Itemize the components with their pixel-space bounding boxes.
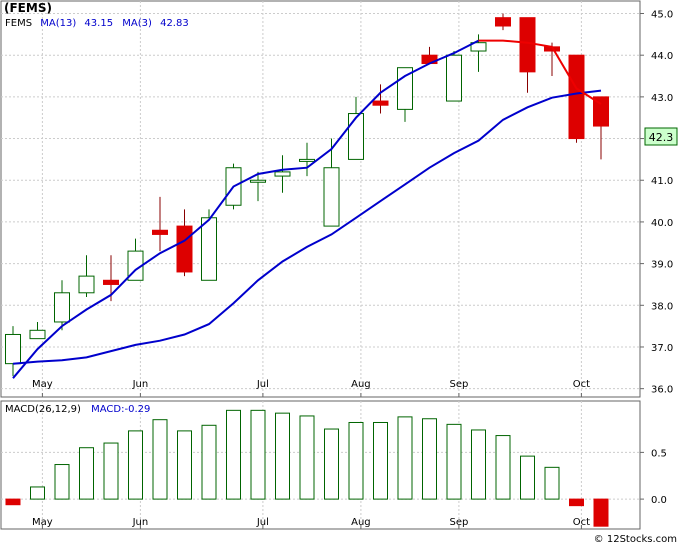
price-tick-label: 44.0	[651, 51, 673, 62]
legend: FEMS MA(13) 43.15 MA(3) 42.83	[5, 18, 189, 29]
macd-bar	[79, 447, 94, 500]
macd-bar	[250, 409, 266, 500]
macd-bar	[54, 464, 70, 500]
legend-ticker: FEMS	[5, 18, 32, 29]
macd-month-tick-label: Jun	[132, 517, 149, 528]
watermark: © 12Stocks.com	[594, 534, 677, 545]
candle	[250, 171, 266, 202]
macd-bar	[544, 466, 560, 500]
candle	[372, 84, 389, 114]
macd-tick-label: 0.5	[651, 448, 667, 459]
candle	[152, 196, 168, 252]
macd-bar	[5, 498, 21, 506]
macd-month-tick-label: Aug	[351, 517, 371, 528]
price-tick-label: 41.0	[651, 176, 673, 187]
macd-bar	[201, 424, 217, 500]
macd-month-tick-label: Jul	[256, 517, 269, 528]
price-tick-label: 38.0	[651, 301, 673, 312]
ma3-line-down	[478, 39, 602, 105]
price-tick-label: 40.0	[651, 218, 673, 229]
macd-bar	[226, 409, 241, 500]
ticker-title: (FEMS)	[4, 1, 52, 15]
macd-panel: 0.5 0.0 May Jun Jul Aug Sep Oct MACD(26,12,9) …	[0, 400, 667, 530]
legend-ma13-value: 43.15	[84, 18, 113, 29]
macd-bar	[103, 442, 119, 500]
macd-bar	[422, 418, 437, 500]
month-tick-label: Aug	[351, 379, 371, 390]
month-tick-label: May	[32, 379, 53, 390]
candle	[29, 321, 46, 340]
legend-ma13-label: MA(13)	[40, 18, 76, 29]
candle	[274, 155, 291, 193]
candle	[593, 96, 609, 160]
macd-bar	[324, 428, 339, 500]
macd-bar	[397, 416, 413, 500]
macd-month-tick-label: May	[32, 517, 53, 528]
candle	[201, 209, 217, 281]
last-price-badge: 42.3	[644, 127, 678, 146]
macd-bar	[30, 486, 45, 500]
macd-bar	[299, 415, 315, 500]
candle	[348, 96, 364, 160]
macd-tick-label: 0.0	[651, 495, 667, 506]
macd-bar	[495, 435, 511, 500]
legend-ma3-label: MA(3)	[122, 18, 152, 29]
candle	[54, 280, 70, 331]
macd-month-tick-label: Oct	[573, 517, 590, 528]
month-tick-label: Jul	[256, 379, 269, 390]
macd-bar	[471, 429, 486, 500]
macd-bar	[593, 498, 609, 527]
candle	[568, 54, 585, 143]
macd-bar	[348, 421, 364, 500]
macd-bar	[569, 498, 584, 507]
macd-legend: MACD(26,12,9) MACD:-0.29	[5, 404, 150, 415]
price-tick-label: 39.0	[651, 260, 673, 271]
price-tick-label: 37.0	[651, 343, 673, 354]
ma3-line	[12, 39, 479, 379]
price-tick-label: 36.0	[651, 385, 673, 396]
month-tick-label: Sep	[449, 379, 468, 390]
price-tick-label: 43.0	[651, 93, 673, 104]
macd-bar	[128, 430, 143, 500]
macd-month-tick-label: Sep	[449, 517, 468, 528]
macd-bar	[177, 430, 192, 500]
macd-bar	[520, 455, 535, 500]
candle	[495, 13, 511, 31]
candle	[5, 326, 21, 377]
candle	[446, 51, 462, 102]
macd-bar	[446, 423, 462, 500]
candle	[78, 255, 95, 297]
macd-bar	[275, 412, 290, 500]
macd-bar	[152, 419, 168, 500]
macd-title: MACD(26,12,9)	[5, 404, 81, 415]
month-tick-label: Jun	[132, 379, 149, 390]
svg-text:42.3: 42.3	[649, 131, 674, 144]
month-tick-label: Oct	[573, 379, 590, 390]
macd-value: MACD:-0.29	[91, 404, 150, 415]
candle	[323, 138, 340, 227]
ma13-line	[12, 89, 602, 365]
price-tick-label: 45.0	[651, 10, 673, 21]
macd-bar	[373, 421, 388, 500]
candle	[299, 142, 315, 177]
candle	[519, 17, 536, 93]
price-panel: 36.037.038.039.040.041.042.043.044.045.0…	[0, 0, 678, 398]
legend-ma3-value: 42.83	[160, 18, 189, 29]
